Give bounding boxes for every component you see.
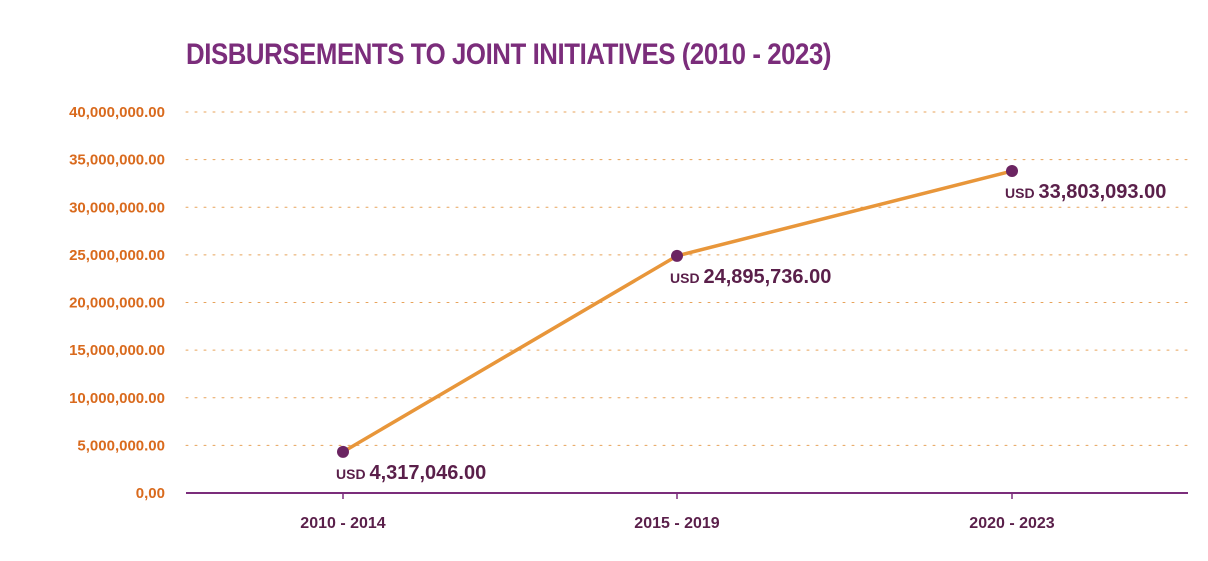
y-tick-label: 25,000,000.00 (69, 247, 165, 264)
data-point-marker (1006, 165, 1018, 178)
data-label-value: 33,803,093.00 (1038, 181, 1166, 203)
y-tick-label: 5,000,000.00 (77, 437, 165, 454)
y-tick-label: 20,000,000.00 (69, 295, 165, 312)
y-tick-label: 10,000,000.00 (69, 390, 165, 407)
data-label-currency: USD (1005, 185, 1038, 201)
series-line (337, 165, 1018, 458)
x-axis: 2010 - 2014 2015 - 2019 2020 - 2023 (186, 492, 1188, 532)
x-tick-label: 2020 - 2023 (969, 515, 1055, 532)
y-tick-label: 15,000,000.00 (69, 342, 165, 359)
y-tick-label: 30,000,000.00 (69, 199, 165, 216)
data-label-currency: USD (336, 466, 369, 482)
data-point-marker (671, 249, 683, 262)
data-label-currency: USD (670, 270, 703, 286)
data-point-marker (337, 445, 349, 458)
x-tick-label: 2010 - 2014 (300, 515, 386, 532)
y-axis: 0,00 5,000,000.00 10,000,000.00 15,000,000.… (69, 104, 165, 502)
y-tick-label: 40,000,000.00 (69, 104, 165, 121)
data-label: USD 4,317,046.00 (336, 462, 486, 484)
series-line-path (341, 169, 1014, 454)
chart-title: DISBURSEMENTS TO JOINT INITIATIVES (2010… (186, 38, 832, 71)
y-tick-label: 35,000,000.00 (69, 152, 165, 169)
data-label: USD 33,803,093.00 (1005, 181, 1166, 203)
data-label: USD 24,895,736.00 (670, 266, 831, 288)
data-label-value: 24,895,736.00 (703, 266, 831, 288)
x-tick-label: 2015 - 2019 (634, 515, 720, 532)
y-tick-label: 0,00 (136, 485, 165, 502)
data-label-value: 4,317,046.00 (369, 462, 486, 484)
